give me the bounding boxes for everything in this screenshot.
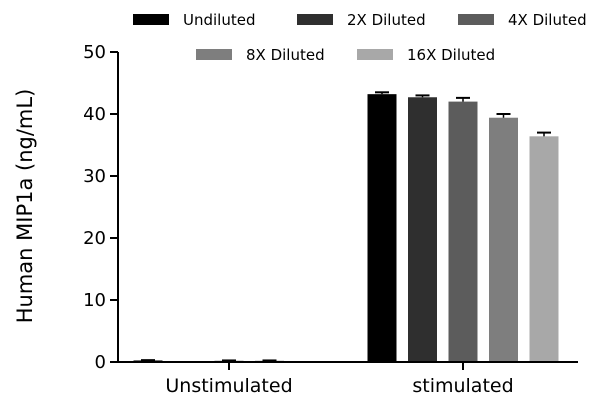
legend-label: Undiluted [183,11,255,29]
y-tick-label: 10 [83,290,106,311]
x-axis: Unstimulated stimulated [117,361,578,397]
legend-swatch [133,14,169,25]
legend: Undiluted 2X Diluted 4X Diluted 8X Diluted 1… [133,11,587,64]
bar [529,136,559,362]
legend-swatch [357,49,393,60]
y-tick-label: 0 [95,352,106,373]
legend-label: 16X Diluted [407,46,495,64]
y-tick-label: 20 [83,228,106,249]
bar [408,97,437,362]
legend-label: 8X Diluted [246,46,325,64]
legend-label: 2X Diluted [347,11,426,29]
bar [489,117,518,362]
y-axis: 0 10 20 30 40 50 [83,42,119,373]
y-tick-label: 50 [83,42,106,63]
legend-swatch [458,14,494,25]
bar [367,94,397,362]
y-axis-label: Human MIP1a (ng/mL) [13,89,37,324]
plot-area [133,91,559,362]
legend-swatch [196,49,232,60]
legend-swatch [297,14,333,25]
category-label: stimulated [412,375,513,397]
y-tick-label: 30 [83,166,106,187]
category-label: Unstimulated [165,375,292,397]
bar [448,101,478,362]
legend-label: 4X Diluted [508,11,587,29]
y-tick-label: 40 [83,104,106,125]
